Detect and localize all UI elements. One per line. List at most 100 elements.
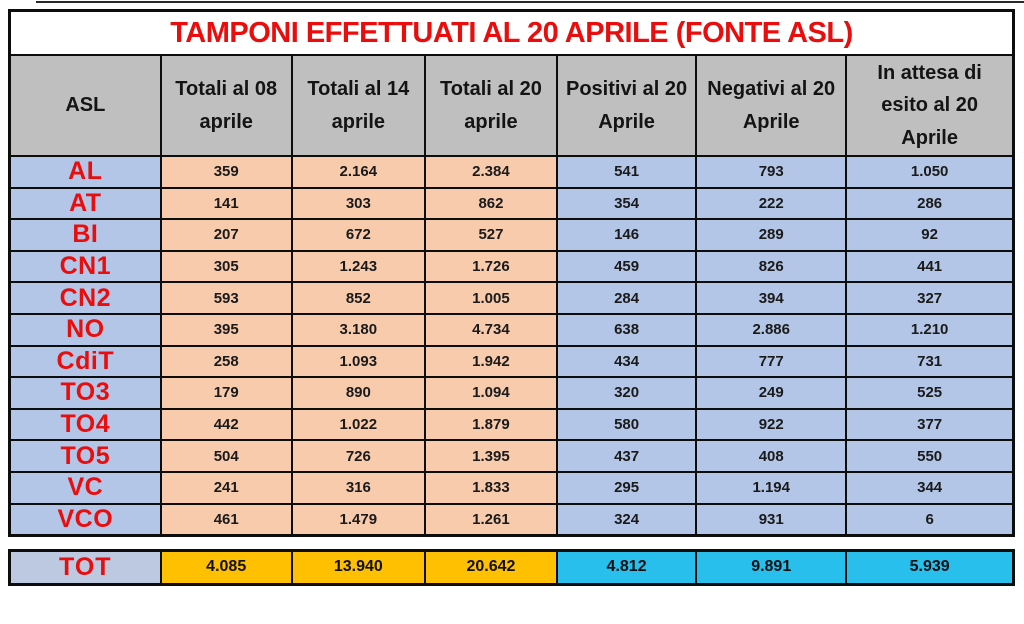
tamponi-table-wrapper: TAMPONI EFFETTUATI AL 20 APRILE (FONTE A… xyxy=(8,9,1015,586)
asl-label: CdiT xyxy=(8,344,162,379)
value-cell: 1.094 xyxy=(423,376,559,410)
value-cell: 284 xyxy=(556,281,698,315)
column-header-positivi: Positivi al 20 Aprile xyxy=(556,54,698,157)
value-cell: 550 xyxy=(845,439,1015,473)
value-cell: 931 xyxy=(695,502,848,537)
asl-label: VC xyxy=(8,470,162,505)
value-cell: 1.210 xyxy=(845,312,1015,347)
value-cell: 359 xyxy=(159,155,293,189)
table-row: AL 359 2.164 2.384 541 793 1.050 xyxy=(8,155,1015,189)
value-cell: 826 xyxy=(695,249,848,284)
value-cell: 434 xyxy=(556,344,698,379)
header-row: ASL Totali al 08 aprile Totali al 14 apr… xyxy=(8,54,1015,157)
value-cell: 377 xyxy=(845,407,1015,442)
total-cell-positivi: 4.812 xyxy=(556,549,698,586)
tamponi-main-table: TAMPONI EFFETTUATI AL 20 APRILE (FONTE A… xyxy=(8,9,1015,537)
value-cell: 305 xyxy=(159,249,293,284)
value-cell: 327 xyxy=(845,281,1015,315)
column-header-tot-08-apr: Totali al 08 aprile xyxy=(159,54,293,157)
table-title: TAMPONI EFFETTUATI AL 20 APRILE (FONTE A… xyxy=(8,9,1015,56)
table-row: BI 207 672 527 146 289 92 xyxy=(8,218,1015,252)
column-header-negativi: Negativi al 20 Aprile xyxy=(695,54,848,157)
asl-label: TO3 xyxy=(8,376,162,410)
value-cell: 504 xyxy=(159,439,293,473)
asl-label: CN1 xyxy=(8,249,162,284)
value-cell: 249 xyxy=(695,376,848,410)
value-cell: 1.050 xyxy=(845,155,1015,189)
asl-label: AL xyxy=(8,155,162,189)
value-cell: 320 xyxy=(556,376,698,410)
asl-label: BI xyxy=(8,218,162,252)
table-row: CdiT 258 1.093 1.942 434 777 731 xyxy=(8,344,1015,379)
value-cell: 541 xyxy=(556,155,698,189)
column-header-tot-20-apr: Totali al 20 aprile xyxy=(423,54,559,157)
value-cell: 922 xyxy=(695,407,848,442)
value-cell: 638 xyxy=(556,312,698,347)
table-row: VC 241 316 1.833 295 1.194 344 xyxy=(8,470,1015,505)
value-cell: 580 xyxy=(556,407,698,442)
value-cell: 1.243 xyxy=(290,249,426,284)
value-cell: 222 xyxy=(695,186,848,221)
table-row: TO5 504 726 1.395 437 408 550 xyxy=(8,439,1015,473)
value-cell: 852 xyxy=(290,281,426,315)
total-cell-tot-20-apr: 20.642 xyxy=(423,549,559,586)
value-cell: 777 xyxy=(695,344,848,379)
value-cell: 441 xyxy=(845,249,1015,284)
value-cell: 1.261 xyxy=(423,502,559,537)
value-cell: 3.180 xyxy=(290,312,426,347)
column-header-in-attesa: In attesa di esito al 20 Aprile xyxy=(845,54,1015,157)
table-row: CN1 305 1.243 1.726 459 826 441 xyxy=(8,249,1015,284)
value-cell: 394 xyxy=(695,281,848,315)
value-cell: 1.022 xyxy=(290,407,426,442)
value-cell: 286 xyxy=(845,186,1015,221)
value-cell: 4.734 xyxy=(423,312,559,347)
total-cell-negativi: 9.891 xyxy=(695,549,848,586)
value-cell: 2.384 xyxy=(423,155,559,189)
value-cell: 593 xyxy=(159,281,293,315)
table-row: TO3 179 890 1.094 320 249 525 xyxy=(8,376,1015,410)
value-cell: 437 xyxy=(556,439,698,473)
value-cell: 344 xyxy=(845,470,1015,505)
column-header-asl: ASL xyxy=(8,54,162,157)
value-cell: 2.886 xyxy=(695,312,848,347)
total-cell-tot-14-apr: 13.940 xyxy=(290,549,426,586)
value-cell: 395 xyxy=(159,312,293,347)
value-cell: 1.726 xyxy=(423,249,559,284)
value-cell: 525 xyxy=(845,376,1015,410)
value-cell: 527 xyxy=(423,218,559,252)
value-cell: 1.093 xyxy=(290,344,426,379)
value-cell: 316 xyxy=(290,470,426,505)
value-cell: 793 xyxy=(695,155,848,189)
table-row: TO4 442 1.022 1.879 580 922 377 xyxy=(8,407,1015,442)
asl-label: AT xyxy=(8,186,162,221)
value-cell: 289 xyxy=(695,218,848,252)
value-cell: 324 xyxy=(556,502,698,537)
value-cell: 295 xyxy=(556,470,698,505)
asl-label: NO xyxy=(8,312,162,347)
value-cell: 408 xyxy=(695,439,848,473)
screenshot-top-edge-artifact xyxy=(36,1,1024,3)
table-body: AL 359 2.164 2.384 541 793 1.050 AT 141 303 862 354… xyxy=(8,155,1015,537)
value-cell: 1.833 xyxy=(423,470,559,505)
value-cell: 862 xyxy=(423,186,559,221)
asl-label: CN2 xyxy=(8,281,162,315)
value-cell: 672 xyxy=(290,218,426,252)
table-row: VCO 461 1.479 1.261 324 931 6 xyxy=(8,502,1015,537)
table-row: AT 141 303 862 354 222 286 xyxy=(8,186,1015,221)
value-cell: 241 xyxy=(159,470,293,505)
value-cell: 141 xyxy=(159,186,293,221)
value-cell: 890 xyxy=(290,376,426,410)
value-cell: 731 xyxy=(845,344,1015,379)
value-cell: 258 xyxy=(159,344,293,379)
asl-label: TO5 xyxy=(8,439,162,473)
value-cell: 459 xyxy=(556,249,698,284)
table-row: NO 395 3.180 4.734 638 2.886 1.210 xyxy=(8,312,1015,347)
value-cell: 1.005 xyxy=(423,281,559,315)
value-cell: 146 xyxy=(556,218,698,252)
value-cell: 1.479 xyxy=(290,502,426,537)
value-cell: 92 xyxy=(845,218,1015,252)
asl-label: VCO xyxy=(8,502,162,537)
value-cell: 1.879 xyxy=(423,407,559,442)
totals-row-label: TOT xyxy=(8,549,162,586)
totals-table: TOT 4.085 13.940 20.642 4.812 9.891 5.93… xyxy=(8,548,1015,586)
